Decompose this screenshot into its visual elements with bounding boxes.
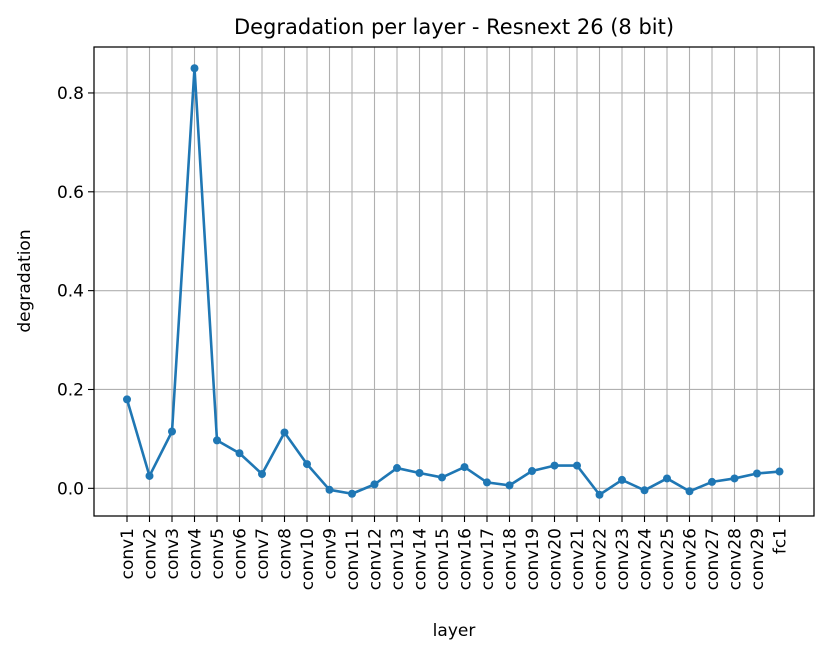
- x-tick-label: conv26: [681, 528, 701, 590]
- x-axis-title: layer: [433, 621, 476, 641]
- data-point-conv27: [708, 477, 716, 486]
- series-line: [125, 66, 780, 497]
- data-point-conv12: [370, 480, 379, 489]
- x-tick-label: conv5: [208, 528, 228, 579]
- data-point-conv3: [168, 427, 176, 436]
- data-point-conv23: [618, 475, 626, 484]
- x-tick-label: conv6: [231, 528, 251, 579]
- data-point-conv21: [573, 461, 581, 470]
- series-layer: [123, 64, 784, 499]
- grid-layer: [94, 47, 814, 516]
- y-tick-label: 0.8: [57, 84, 84, 104]
- x-tick-label: conv7: [253, 528, 273, 579]
- x-tick-label: conv3: [163, 528, 183, 579]
- x-tick-label: conv16: [456, 528, 476, 590]
- x-tick-label: conv29: [748, 528, 768, 590]
- x-tick-label: conv20: [546, 528, 566, 590]
- data-point-conv11: [348, 489, 356, 498]
- x-tick-label: conv28: [726, 528, 746, 590]
- data-point-conv16: [460, 463, 469, 472]
- data-point-conv20: [550, 461, 559, 470]
- x-tick-label: conv4: [186, 528, 206, 579]
- x-tick-label: conv19: [523, 528, 543, 590]
- x-tick-label: conv23: [613, 528, 633, 590]
- x-tick-label: conv17: [478, 528, 498, 590]
- x-tick-label: conv18: [501, 528, 521, 590]
- y-tick-label: 0.4: [57, 282, 84, 302]
- x-tick-label: conv22: [591, 528, 611, 590]
- data-point-conv25: [663, 474, 671, 483]
- data-point-conv24: [640, 486, 649, 495]
- x-tick-label: conv10: [298, 528, 318, 590]
- x-tick-label: conv12: [366, 528, 386, 590]
- y-tick-label: 0.0: [57, 479, 84, 499]
- data-point-conv14: [415, 469, 424, 478]
- data-point-conv13: [393, 464, 401, 473]
- data-point-conv28: [730, 474, 739, 483]
- data-point-conv22: [595, 490, 604, 499]
- x-tick-label: conv13: [388, 528, 408, 590]
- data-point-fc1: [775, 467, 784, 476]
- data-point-conv5: [213, 436, 221, 445]
- y-axis-ticks: 0.0 0.2 0.4 0.6 0.8: [57, 84, 94, 499]
- x-tick-label: conv14: [411, 528, 431, 590]
- data-point-conv18: [505, 481, 514, 490]
- x-tick-label: conv1: [118, 528, 138, 579]
- data-point-conv8: [280, 428, 289, 437]
- data-point-conv29: [753, 469, 761, 478]
- x-tick-label: conv2: [141, 528, 161, 579]
- x-tick-label: conv24: [636, 528, 656, 590]
- data-point-conv17: [483, 478, 491, 487]
- data-point-conv1: [123, 395, 131, 404]
- data-point-conv4: [190, 64, 199, 73]
- x-axis-ticks: conv1 conv2 conv3 conv4 conv5 conv6 conv7 conv8…: [118, 516, 791, 590]
- data-point-conv9: [303, 460, 311, 469]
- data-point-conv26: [685, 487, 694, 496]
- x-tick-label: conv21: [568, 528, 588, 590]
- data-point-conv2: [145, 471, 154, 480]
- plot-frame: [93, 46, 815, 517]
- x-tick-label: conv11: [343, 528, 363, 590]
- data-point-conv10: [325, 485, 334, 494]
- y-axis-title: degradation: [15, 229, 35, 332]
- x-tick-label: conv9: [321, 528, 341, 579]
- data-point-conv19: [528, 467, 536, 476]
- data-point-conv6: [235, 449, 244, 458]
- data-point-conv7: [258, 469, 266, 478]
- y-tick-label: 0.2: [57, 380, 84, 400]
- x-tick-label: conv15: [433, 528, 453, 590]
- x-tick-label: conv25: [658, 528, 678, 590]
- x-tick-label: conv27: [703, 528, 723, 590]
- x-tick-label: conv8: [276, 528, 296, 579]
- x-tick-label: fc1: [771, 528, 791, 554]
- chart-title: Degradation per layer - Resnext 26 (8 bi…: [234, 15, 674, 39]
- y-tick-label: 0.6: [57, 183, 84, 203]
- data-point-conv15: [438, 473, 446, 482]
